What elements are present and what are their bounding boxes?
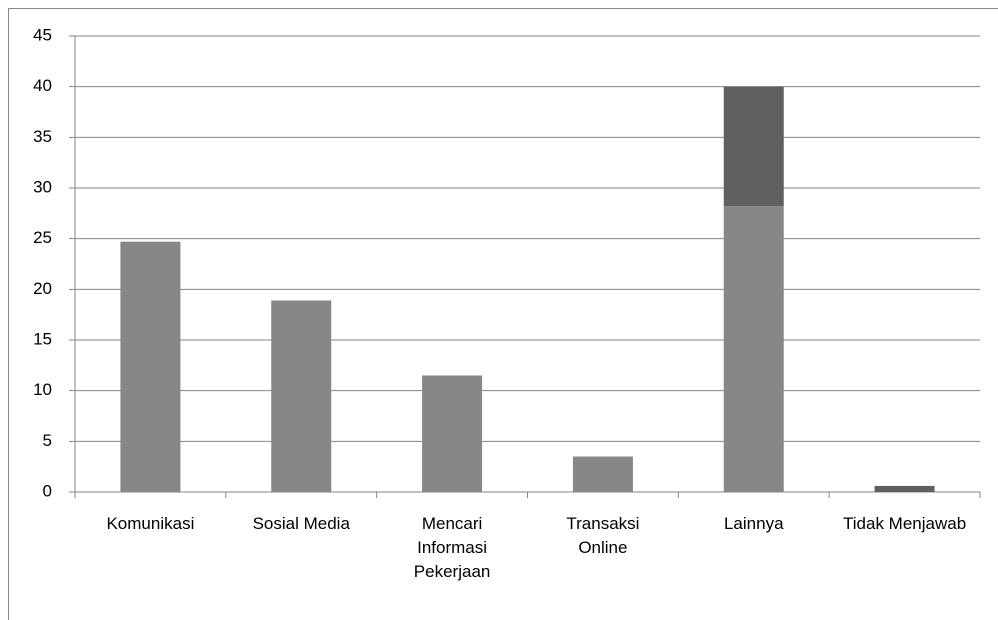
bar [271, 300, 331, 492]
x-tick-label: Sosial Media [239, 512, 363, 536]
chart-container: 0 5 10 15 20 25 30 35 40 45 Komunikasi Sosial Medi… [0, 0, 998, 620]
y-tick-label: 20 [33, 279, 52, 298]
bar [573, 457, 633, 492]
bar [120, 242, 180, 492]
y-tick-label: 10 [33, 380, 52, 399]
y-tick-label: 15 [33, 329, 52, 348]
x-tick-label: Transaksi Online [541, 512, 665, 560]
bar [724, 87, 784, 207]
bar [724, 206, 784, 492]
x-tick-label: Lainnya [692, 512, 816, 536]
bar [875, 486, 935, 492]
y-tick-label: 40 [33, 76, 52, 95]
bar [422, 375, 482, 492]
y-tick-label: 30 [33, 177, 52, 196]
x-tick-label: Mencari Informasi Pekerjaan [390, 512, 514, 584]
y-tick-label: 25 [33, 228, 52, 247]
y-tick-label: 0 [43, 481, 52, 500]
x-tick-label: Tidak Menjawab [843, 512, 967, 536]
y-tick-label: 35 [33, 127, 52, 146]
y-tick-label: 5 [43, 431, 52, 450]
y-tick-label: 45 [33, 25, 52, 44]
x-tick-label: Komunikasi [88, 512, 212, 536]
